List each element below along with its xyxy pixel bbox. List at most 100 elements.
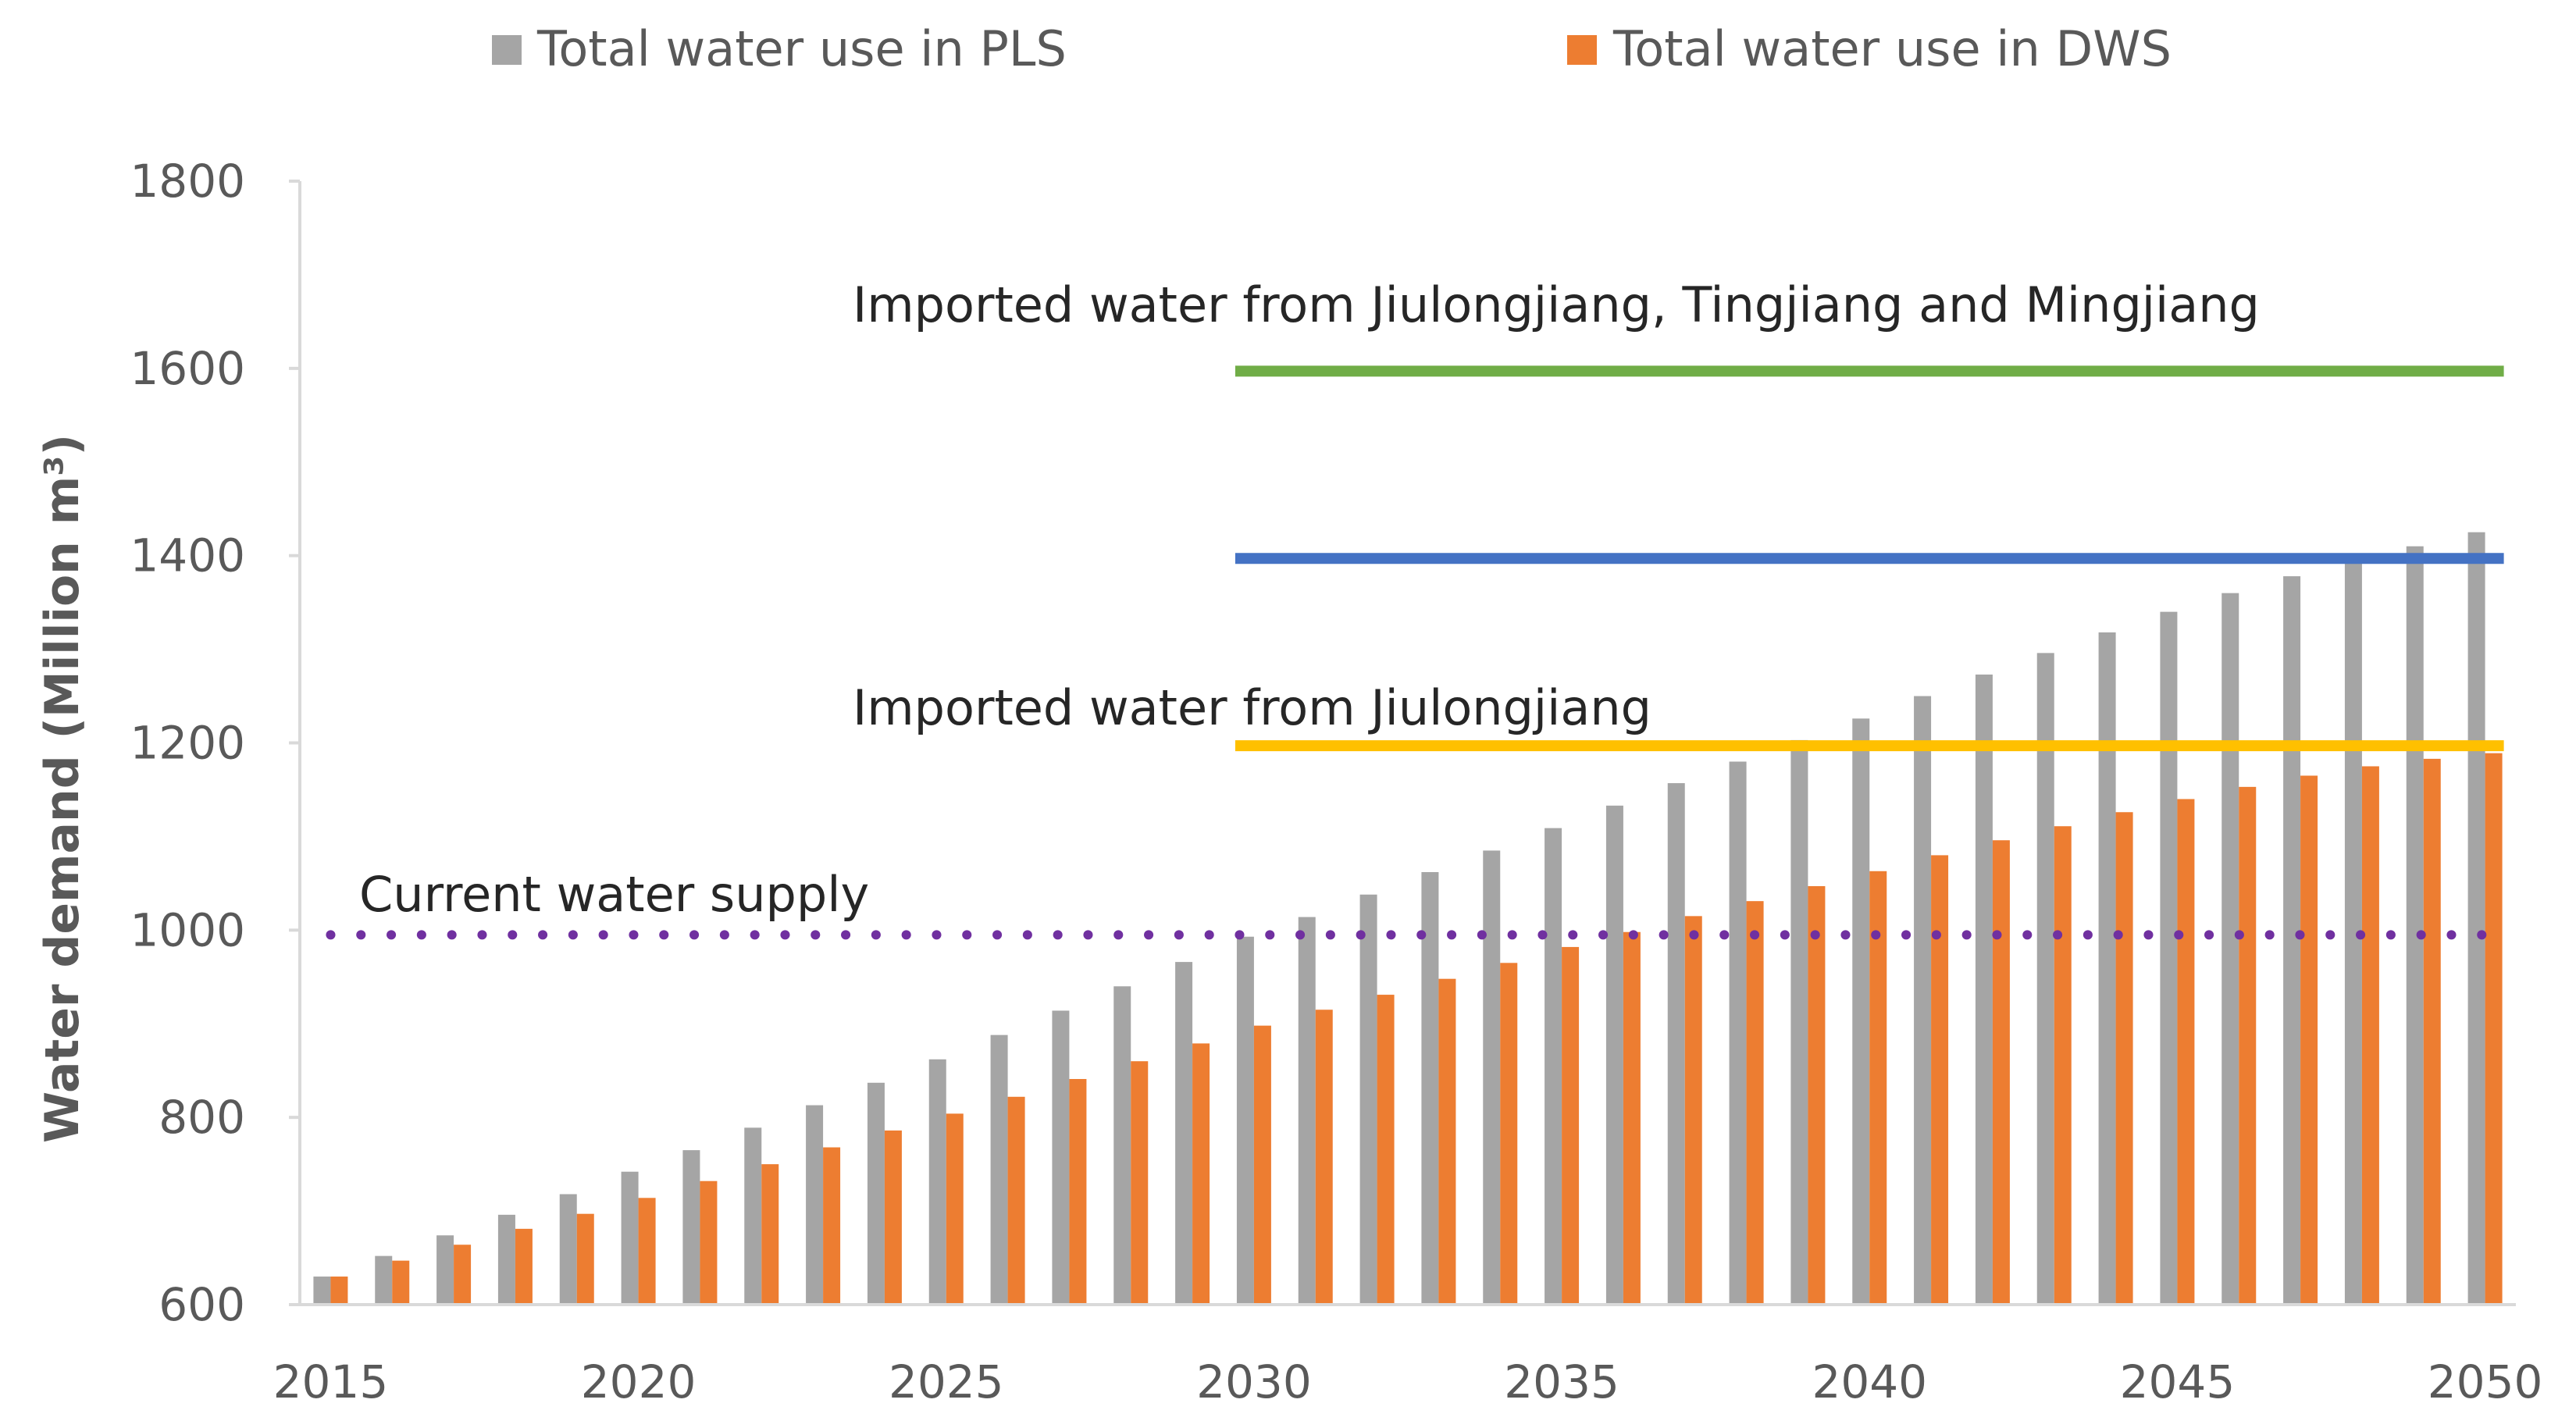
y-tick-label: 1600 <box>130 342 245 395</box>
x-tick-label: 2050 <box>2428 1355 2543 1408</box>
bar-dws <box>1500 963 1518 1305</box>
bar-dws <box>2300 775 2318 1305</box>
bar-dws <box>638 1198 656 1305</box>
bar-pls <box>1852 718 1870 1305</box>
bar-pls <box>867 1082 885 1305</box>
bar-dws <box>946 1113 964 1305</box>
bar-dws <box>1746 901 1764 1305</box>
bar-pls <box>806 1105 824 1305</box>
bar-dws <box>884 1130 902 1305</box>
bar-dws <box>2239 786 2257 1305</box>
bar-pls <box>1052 1010 1070 1305</box>
bar-pls <box>1175 962 1193 1305</box>
bar-pls <box>2098 632 2116 1305</box>
bar-pls <box>1113 986 1131 1305</box>
y-tick-label: 600 <box>159 1278 245 1331</box>
legend-swatch-dws <box>1567 35 1597 65</box>
x-tick-label: 2040 <box>1812 1355 1927 1408</box>
bar-dws <box>700 1181 718 1305</box>
y-tick-label: 1800 <box>130 155 245 208</box>
bar-dws <box>1315 1010 1333 1305</box>
bar-dws <box>1007 1096 1025 1305</box>
bar-dws <box>1069 1079 1087 1305</box>
bar-dws <box>1808 885 1826 1305</box>
bar-pls <box>1359 894 1377 1305</box>
bar-dws <box>515 1228 533 1305</box>
bar-dws <box>2054 826 2072 1305</box>
reference-lines <box>326 365 2504 940</box>
x-tick-label: 2045 <box>2120 1355 2236 1408</box>
bar-dws <box>1438 978 1456 1305</box>
ref-label-current-supply: Current water supply <box>359 866 869 923</box>
bar-dws <box>1931 855 1949 1305</box>
bar-pls <box>744 1127 762 1305</box>
bar-pls <box>621 1171 639 1305</box>
bar-dws <box>1992 840 2010 1305</box>
bar-pls <box>2036 653 2054 1305</box>
ref-label-three-rivers: Imported water from Jiulongjiang, Tingji… <box>853 276 2260 333</box>
ref-label-jiulongjiang: Imported water from Jiulongjiang <box>853 679 1651 736</box>
bar-pls <box>436 1235 454 1305</box>
bar-dws <box>1869 871 1887 1305</box>
x-tick-label: 2015 <box>273 1355 389 1408</box>
bar-pls <box>1605 805 1623 1305</box>
bar-dws <box>1192 1043 1210 1305</box>
x-axis-ticks: 2015 2020 2025 2030 2035 2040 2045 2050 <box>273 1355 2543 1408</box>
bar-dws <box>1131 1061 1149 1305</box>
bar-pls <box>2221 593 2239 1305</box>
legend-label-dws: Total water use in DWS <box>1612 20 2172 77</box>
bar-pls <box>375 1255 393 1305</box>
bar-dws <box>2485 753 2503 1305</box>
bar-dws <box>1562 946 1580 1305</box>
bar-pls <box>1790 739 1808 1305</box>
bar-dws <box>2177 799 2195 1305</box>
bar-dws <box>454 1245 472 1305</box>
bar-dws <box>1623 931 1641 1305</box>
bar-pls <box>2406 546 2424 1305</box>
y-tick-label: 1400 <box>130 529 245 582</box>
bar-pls <box>1914 696 1932 1305</box>
bar-dws <box>761 1164 779 1305</box>
x-tick-label: 2030 <box>1196 1355 1312 1408</box>
bar-dws <box>392 1260 410 1305</box>
x-tick-label: 2020 <box>581 1355 697 1408</box>
bar-dws <box>2115 812 2133 1305</box>
y-tick-label: 1200 <box>130 717 245 770</box>
bar-dws <box>330 1277 348 1305</box>
bar-dws <box>1377 995 1395 1305</box>
legend-swatch-pls <box>492 35 522 65</box>
bar-pls <box>2283 576 2301 1305</box>
bar-dws <box>823 1147 841 1305</box>
bar-dws <box>2361 766 2379 1305</box>
bar-pls <box>1667 783 1685 1305</box>
bar-pls <box>1421 871 1439 1305</box>
bar-pls <box>1236 936 1254 1305</box>
bar-dws <box>1684 916 1702 1305</box>
y-axis-ticks: 600 800 1000 1200 1400 1600 1800 <box>130 155 300 1331</box>
bar-dws <box>1253 1025 1271 1305</box>
bar-pls <box>1729 761 1747 1305</box>
bar-pls <box>1545 828 1562 1305</box>
bar-pls <box>1483 850 1501 1305</box>
bar-series <box>313 532 2503 1305</box>
bar-pls <box>2160 611 2178 1305</box>
bar-pls <box>559 1194 577 1305</box>
bar-pls <box>682 1150 700 1305</box>
bar-pls <box>2467 532 2485 1305</box>
legend-label-pls: Total water use in PLS <box>536 20 1067 77</box>
y-tick-label: 1000 <box>130 903 245 956</box>
bar-pls <box>1298 917 1316 1305</box>
legend: Total water use in PLS Total water use i… <box>492 20 2172 77</box>
bar-dws <box>576 1213 594 1305</box>
bar-pls <box>990 1034 1008 1305</box>
bar-dws <box>2423 758 2441 1305</box>
bar-pls <box>497 1214 515 1305</box>
bar-pls <box>928 1059 946 1305</box>
x-tick-label: 2035 <box>1504 1355 1619 1408</box>
y-axis-title: Water demand (Million m³) <box>35 434 90 1143</box>
x-tick-label: 2025 <box>889 1355 1004 1408</box>
y-tick-label: 800 <box>159 1091 245 1144</box>
bar-pls <box>313 1277 331 1305</box>
bar-pls <box>1975 674 1993 1305</box>
